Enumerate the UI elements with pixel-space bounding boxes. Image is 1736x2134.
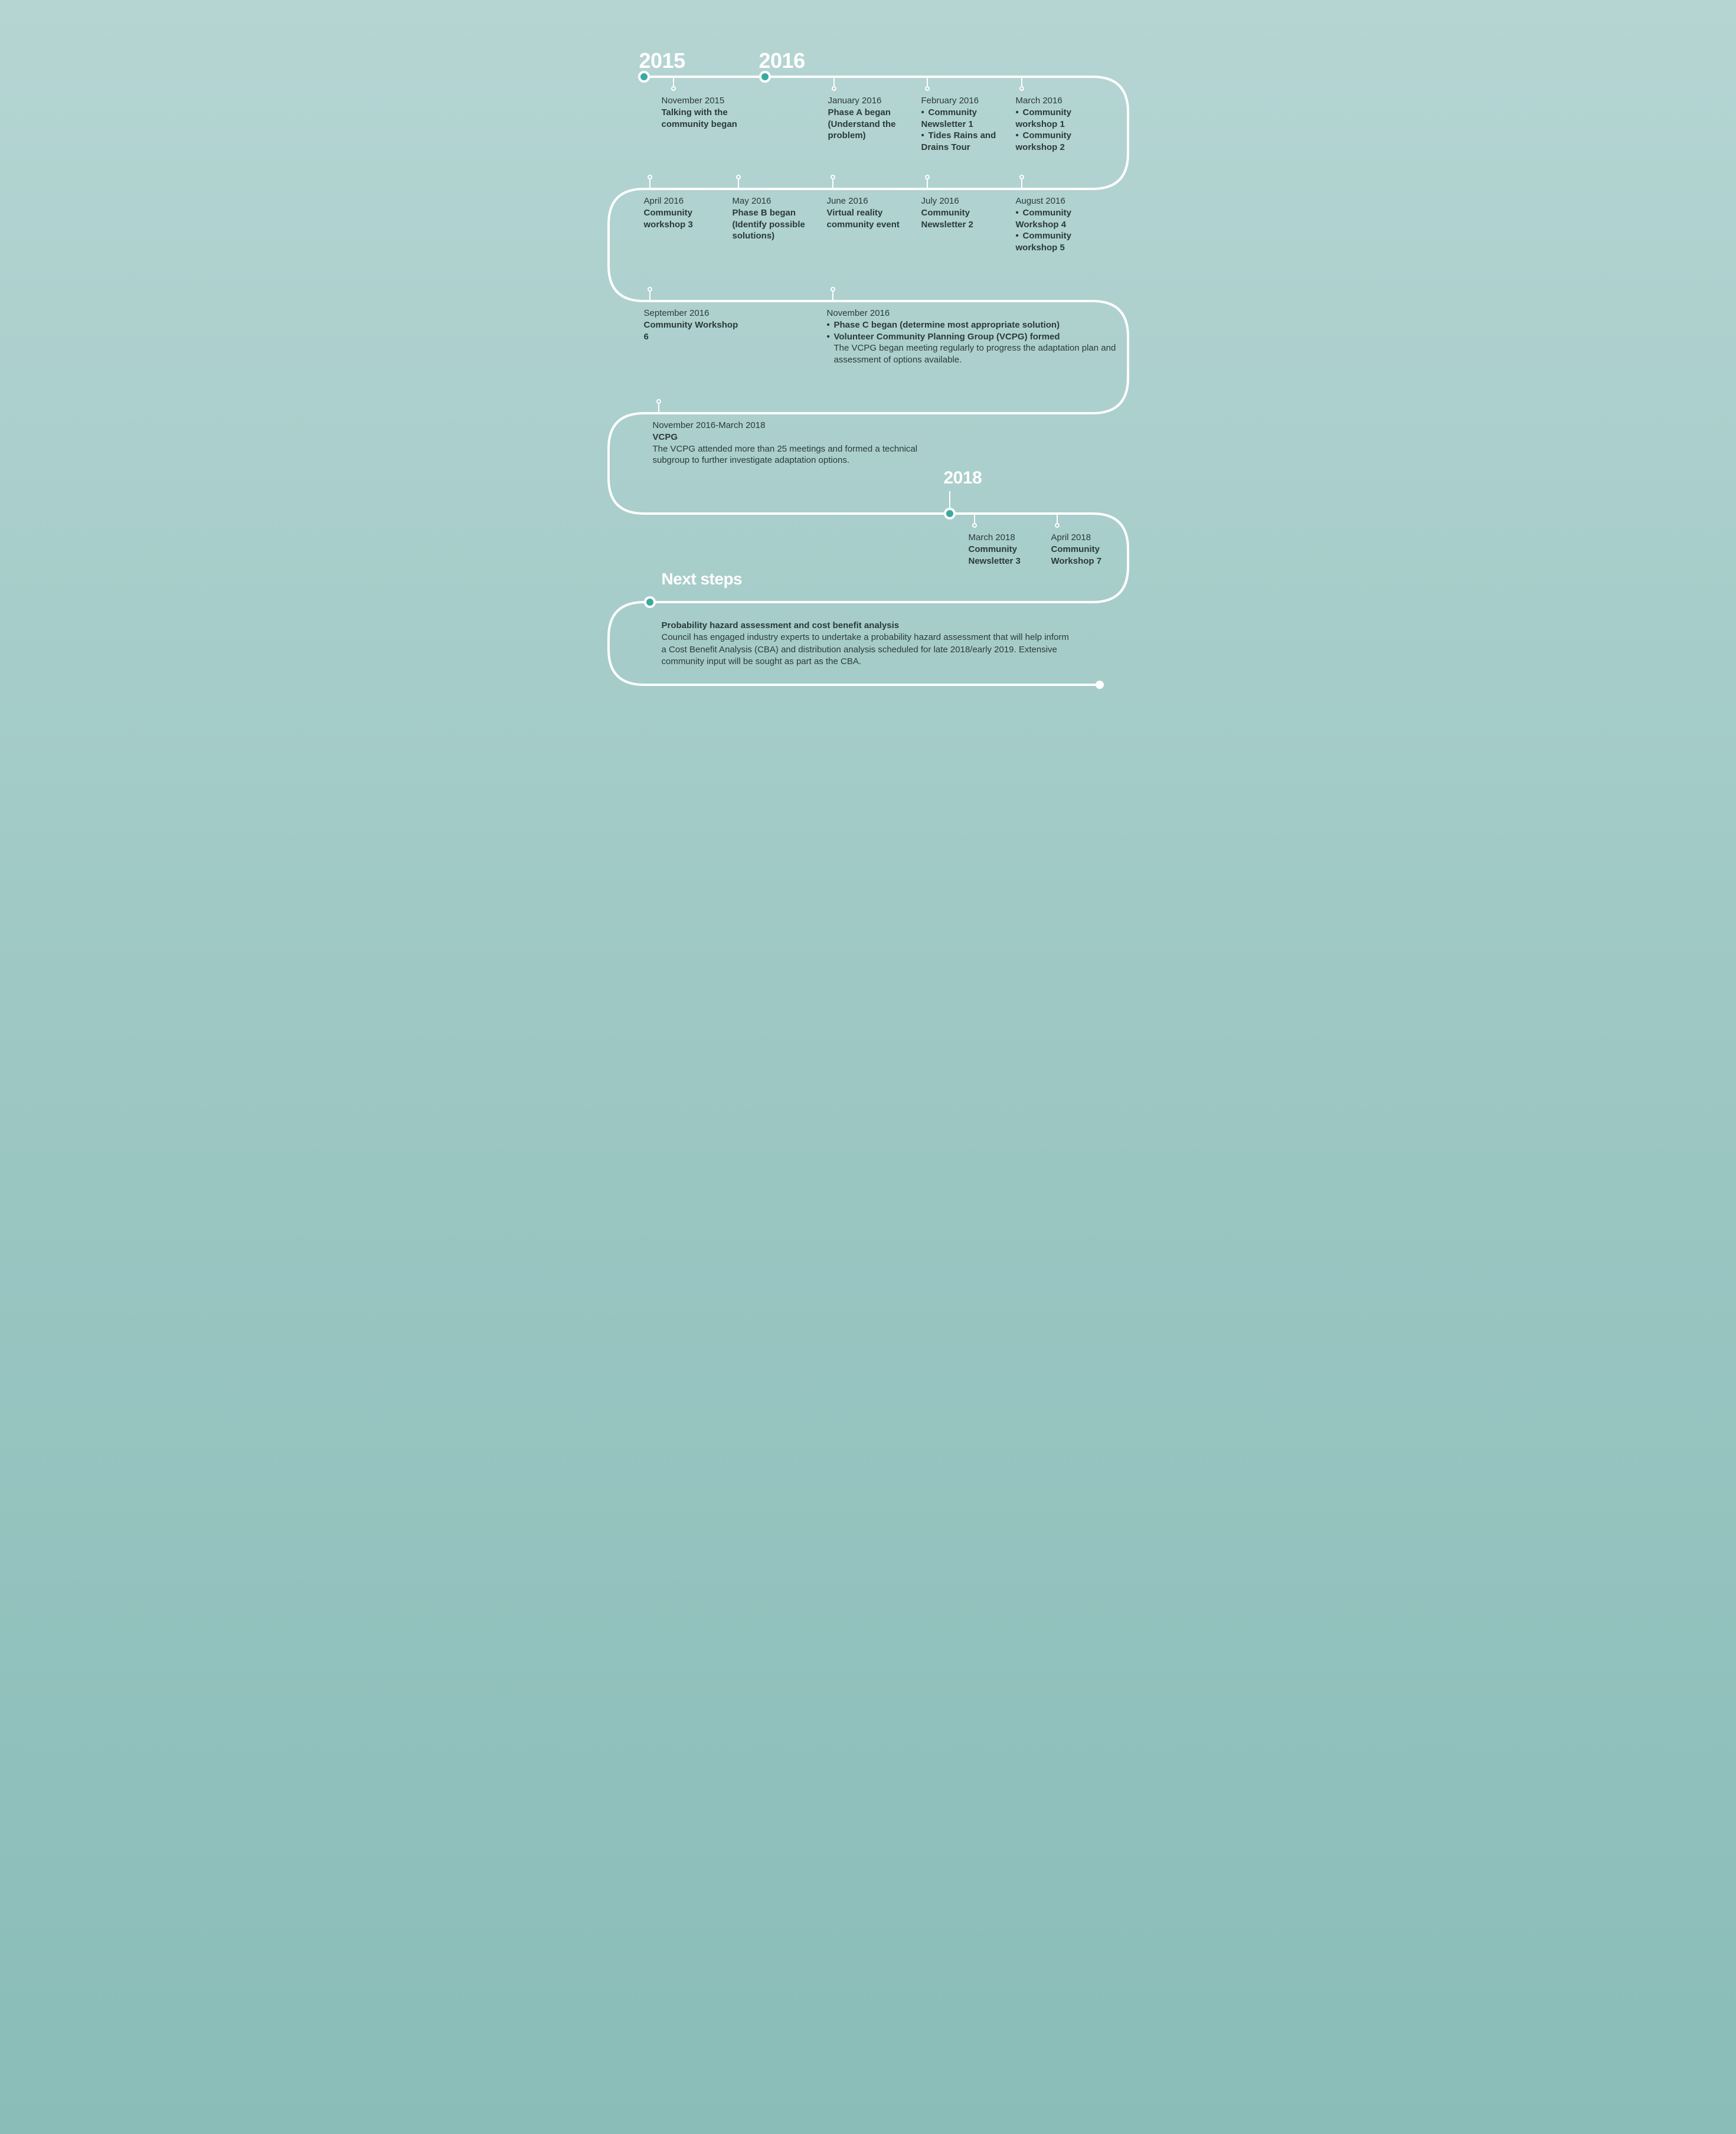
entry-date: March 2018: [969, 532, 1051, 543]
entry-date: May 2016: [733, 196, 821, 206]
entry-bullet: Community Workshop 4: [1016, 208, 1072, 230]
tick-line: [658, 404, 659, 413]
entry-date: November 2016: [827, 308, 1122, 318]
entry-feb-2016: February 2016 Community Newsletter 1 Tid…: [921, 96, 1016, 153]
year-dot-2015: [638, 71, 650, 83]
entry-apr-2016: April 2016 Community workshop 3: [644, 196, 727, 230]
entry-text: Community workshop 3: [644, 208, 693, 230]
tick: [972, 523, 977, 528]
entry-date: February 2016: [921, 96, 1016, 106]
tick-line: [974, 514, 975, 523]
entry-nov-2015: November 2015 Talking with the community…: [662, 96, 762, 130]
entry-text: Phase A began (Understand the problem): [828, 107, 896, 140]
entry-date: September 2016: [644, 308, 744, 318]
entry-bullet: Community workshop 5: [1016, 231, 1072, 253]
entry-aug-2016: August 2016 Community Workshop 4 Communi…: [1016, 196, 1110, 253]
tick-line: [1021, 77, 1022, 86]
entry-text: Virtual reality community event: [827, 208, 900, 230]
year-dot-2018: [944, 508, 956, 519]
entry-text: Community Newsletter 2: [921, 208, 973, 230]
entry-date: July 2016: [921, 196, 1004, 206]
entry-apr-2018: April 2018 Community Workshop 7: [1051, 532, 1134, 567]
timeline-end-dot: [1096, 681, 1104, 689]
entry-date: March 2016: [1016, 96, 1110, 106]
year-2015: 2015: [639, 48, 685, 73]
entry-bullet: Phase C began (determine most appropriat…: [834, 320, 1060, 330]
entry-date: June 2016: [827, 196, 910, 206]
entry-bullet: Community Newsletter 1: [921, 107, 977, 129]
tick: [1019, 86, 1024, 91]
year-dot-2016: [759, 71, 771, 83]
entry-vcpg: November 2016-March 2018 VCPG The VCPG a…: [653, 420, 930, 466]
entry-sep-2016: September 2016 Community Workshop 6: [644, 308, 744, 342]
tick: [736, 175, 741, 179]
entry-bullet: Tides Rains and Drains Tour: [921, 130, 996, 152]
tick-line: [927, 179, 928, 189]
entry-date: August 2016: [1016, 196, 1110, 206]
next-steps-heading: Next steps: [662, 570, 743, 589]
entry-text: The VCPG attended more than 25 meetings …: [653, 444, 918, 466]
year-2018: 2018: [944, 468, 982, 488]
tick: [1019, 175, 1024, 179]
entry-date: April 2016: [644, 196, 727, 206]
tick-line: [833, 77, 835, 86]
tick-line: [649, 292, 650, 301]
tick-line: [832, 179, 833, 189]
entry-text: Community Workshop 7: [1051, 544, 1102, 566]
entry-nov-2016: November 2016 Phase C began (determine m…: [827, 308, 1122, 365]
entry-date: November 2015: [662, 96, 762, 106]
tick-line: [649, 179, 650, 189]
entry-text: Community Newsletter 3: [969, 544, 1021, 566]
tick: [831, 287, 835, 292]
entry-text: Phase B began (Identify possible solutio…: [733, 208, 805, 241]
tick: [925, 175, 930, 179]
entry-bullet: Community workshop 2: [1016, 130, 1072, 152]
next-title: Probability hazard assessment and cost b…: [662, 620, 900, 630]
tick: [1055, 523, 1060, 528]
entry-text: Talking with the community began: [662, 107, 737, 129]
tick: [832, 86, 836, 91]
entry-jun-2016: June 2016 Virtual reality community even…: [827, 196, 910, 230]
entry-title: VCPG: [653, 432, 678, 442]
entry-subtext: The VCPG began meeting regularly to prog…: [827, 342, 1122, 365]
tick-line: [738, 179, 739, 189]
entry-date: April 2018: [1051, 532, 1134, 543]
tick-line: [949, 491, 950, 508]
entry-mar-2016: March 2016 Community workshop 1 Communit…: [1016, 96, 1110, 153]
tick: [831, 175, 835, 179]
tick: [648, 175, 652, 179]
tick-line: [1021, 179, 1022, 189]
next-steps-body: Probability hazard assessment and cost b…: [662, 620, 1075, 668]
entry-bullet: Community workshop 1: [1016, 107, 1072, 129]
entry-text: Community Workshop 6: [644, 320, 738, 342]
tick: [925, 86, 930, 91]
tick-line: [927, 77, 928, 86]
entry-jul-2016: July 2016 Community Newsletter 2: [921, 196, 1004, 230]
next-steps-dot: [644, 596, 656, 608]
tick: [648, 287, 652, 292]
entry-may-2016: May 2016 Phase B began (Identify possibl…: [733, 196, 821, 242]
tick: [671, 86, 676, 91]
tick-line: [673, 77, 674, 86]
entry-date: January 2016: [828, 96, 917, 106]
tick: [656, 399, 661, 404]
timeline-infographic: 2015 2016 November 2015 Talking with the…: [585, 0, 1152, 89]
entry-date: November 2016-March 2018: [653, 420, 930, 430]
tick-line: [1057, 514, 1058, 523]
year-2016: 2016: [759, 48, 805, 73]
tick-line: [832, 292, 833, 301]
entry-jan-2016: January 2016 Phase A began (Understand t…: [828, 96, 917, 142]
next-text: Council has engaged industry experts to …: [662, 632, 1069, 666]
entry-mar-2018: March 2018 Community Newsletter 3: [969, 532, 1051, 567]
entry-bullet: Volunteer Community Planning Group (VCPG…: [834, 332, 1060, 342]
